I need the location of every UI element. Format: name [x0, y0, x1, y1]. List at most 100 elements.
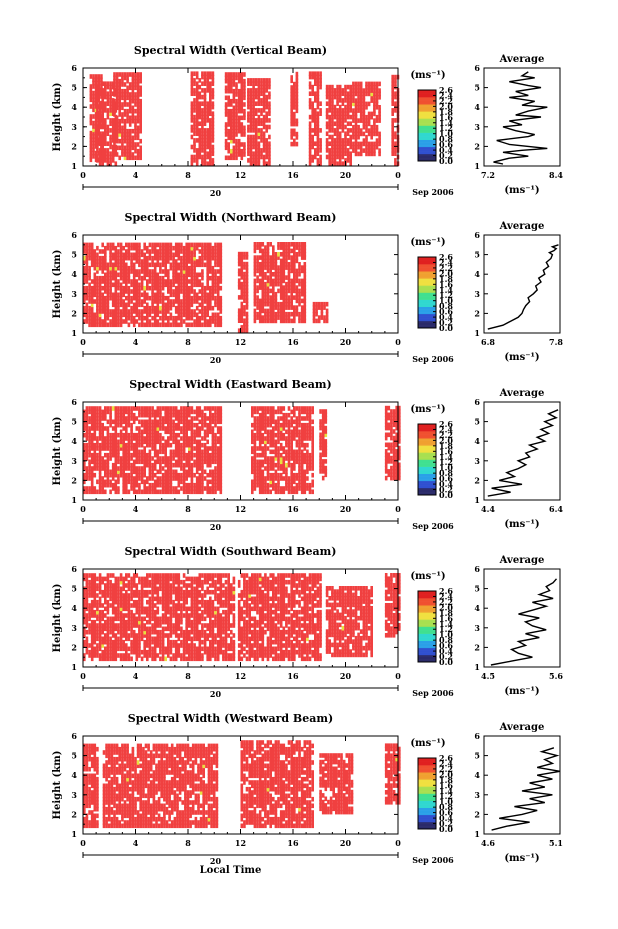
echo-cell — [140, 252, 144, 258]
echo-cell — [254, 88, 258, 93]
echo-cell — [92, 137, 95, 143]
echo-cell — [106, 242, 110, 248]
echo-cell — [341, 118, 345, 123]
echo-cell — [211, 131, 215, 136]
echo-cell — [209, 289, 212, 294]
echo-cell — [85, 432, 89, 438]
echo-cell — [119, 429, 123, 435]
echo-cell — [235, 88, 238, 94]
echo-cell — [365, 105, 368, 110]
echo-cell — [190, 74, 194, 80]
echo-cell — [277, 245, 280, 250]
echo-cell — [106, 91, 110, 96]
echo-cell — [151, 482, 154, 488]
echo-cell — [125, 462, 128, 468]
echo-cell — [211, 446, 215, 451]
echo-cell — [127, 292, 131, 298]
echo-cell — [295, 258, 299, 264]
echo-cell — [268, 108, 271, 113]
echo-cell — [128, 105, 132, 111]
echo-cell — [279, 281, 283, 287]
echo-cell — [161, 269, 165, 274]
echo-cell — [274, 272, 278, 277]
echo-cell — [266, 422, 270, 428]
echo-cell — [216, 252, 220, 258]
echo-cell — [182, 446, 186, 451]
echo-cell — [274, 315, 278, 320]
echo-cell — [98, 469, 102, 475]
echo-cell — [265, 104, 268, 110]
echo-cell — [254, 94, 258, 100]
echo-cell — [240, 125, 244, 131]
echo-cell — [153, 312, 157, 318]
colorbar-segment — [418, 284, 436, 286]
echo-cell — [274, 446, 278, 451]
date-label: Sep 2006 — [412, 187, 454, 197]
echo-cell — [198, 289, 202, 294]
echo-cell — [190, 432, 194, 438]
echo-cell — [135, 436, 139, 441]
echo-cell — [148, 476, 152, 481]
echo-cell — [209, 131, 212, 136]
echo-cell — [308, 104, 312, 110]
echo-cell — [114, 406, 118, 411]
echo-cell — [195, 409, 199, 415]
echo-cell — [161, 299, 165, 304]
echo-cell — [206, 161, 209, 166]
echo-cell — [354, 134, 358, 140]
echo-cell — [190, 104, 194, 110]
echo-cell — [269, 416, 272, 421]
echo-cell — [148, 449, 152, 455]
echo-cell — [256, 255, 259, 260]
echo-cell — [130, 282, 133, 288]
echo-cell — [98, 161, 102, 166]
echo-cell — [126, 112, 129, 117]
echo-cell — [109, 449, 112, 455]
echo-cell — [190, 101, 194, 106]
echo-cell — [201, 309, 204, 314]
echo-cell — [261, 298, 265, 304]
echo-cell — [89, 157, 93, 163]
echo-cell — [272, 479, 275, 485]
echo-cell — [209, 489, 212, 495]
echo-cell — [274, 489, 278, 495]
echo-cell — [148, 285, 152, 291]
echo-cell — [148, 252, 152, 258]
echo-cell — [89, 104, 93, 109]
echo-cell — [232, 145, 236, 151]
echo-cell — [131, 135, 135, 141]
echo-cell — [230, 135, 233, 141]
echo-cell — [174, 412, 178, 418]
echo-cell — [101, 412, 104, 418]
echo-cell — [98, 322, 102, 328]
echo-cell — [188, 285, 191, 291]
colorbar-segment — [418, 121, 436, 124]
echo-cell — [262, 144, 266, 150]
echo-cell — [101, 151, 104, 156]
echo-cell — [153, 442, 157, 448]
echo-cell — [211, 292, 215, 298]
echo-cell — [96, 144, 99, 150]
echo-cell — [373, 118, 376, 123]
echo-cell — [151, 285, 154, 291]
echo-cell — [237, 285, 241, 290]
echo-cell — [338, 84, 342, 90]
echo-cell — [391, 98, 394, 103]
echo-cell — [344, 158, 347, 163]
echo-cell — [161, 419, 165, 425]
echo-cell — [109, 255, 112, 261]
echo-cell — [169, 292, 173, 298]
echo-cell — [169, 479, 173, 485]
echo-cell — [254, 131, 258, 136]
echo-cell — [98, 479, 102, 485]
echo-cell — [109, 259, 112, 264]
echo-cell — [83, 432, 86, 438]
echo-cell — [182, 255, 186, 261]
echo-cell — [134, 155, 137, 161]
echo-cell — [138, 419, 141, 425]
echo-cell — [172, 282, 175, 288]
echo-cell — [109, 479, 112, 485]
echo-cell — [172, 439, 175, 445]
echo-cell — [206, 151, 209, 156]
echo-cell — [131, 115, 135, 121]
